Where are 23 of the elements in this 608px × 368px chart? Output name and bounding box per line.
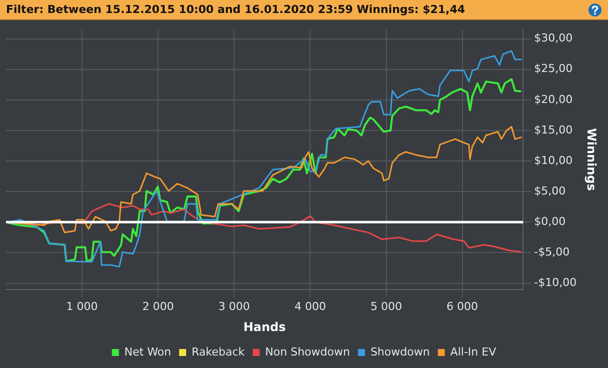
y-tick-label: $30,00 [534,32,573,45]
legend-label: Rakeback [192,345,246,358]
x-tick-label: 1 000 [66,300,98,313]
legend-label: Net Won [124,345,172,358]
y-tick-label: $0,00 [534,215,566,228]
x-tick-label: 2 000 [142,300,174,313]
x-tick-label: 4 000 [294,300,326,313]
x-axis-title: Hands [243,320,286,334]
y-axis-title: Winnings [584,128,599,191]
legend-label: All-In EV [450,345,497,358]
x-tick-label: 5 000 [370,300,402,313]
x-tick-label: 6 000 [446,300,478,313]
legend-label: Non Showdown [265,345,350,358]
y-tick-label: $25,00 [534,62,573,76]
x-tick-label: 3 000 [218,300,250,313]
legend-label: Showdown [370,345,430,358]
chart-title: Filter: Between 15.12.2015 10:00 and 16.01.2020 23:59 Winnings: $21,44 [6,3,466,16]
y-tick-label: -$5,00 [534,246,570,259]
y-tick-label: $20,00 [534,92,573,106]
y-tick-label: $10,00 [534,154,573,167]
y-tick-label: $5,00 [534,184,566,198]
y-tick-label: -$10,00 [534,276,577,290]
y-tick-label: $15,00 [534,123,573,136]
